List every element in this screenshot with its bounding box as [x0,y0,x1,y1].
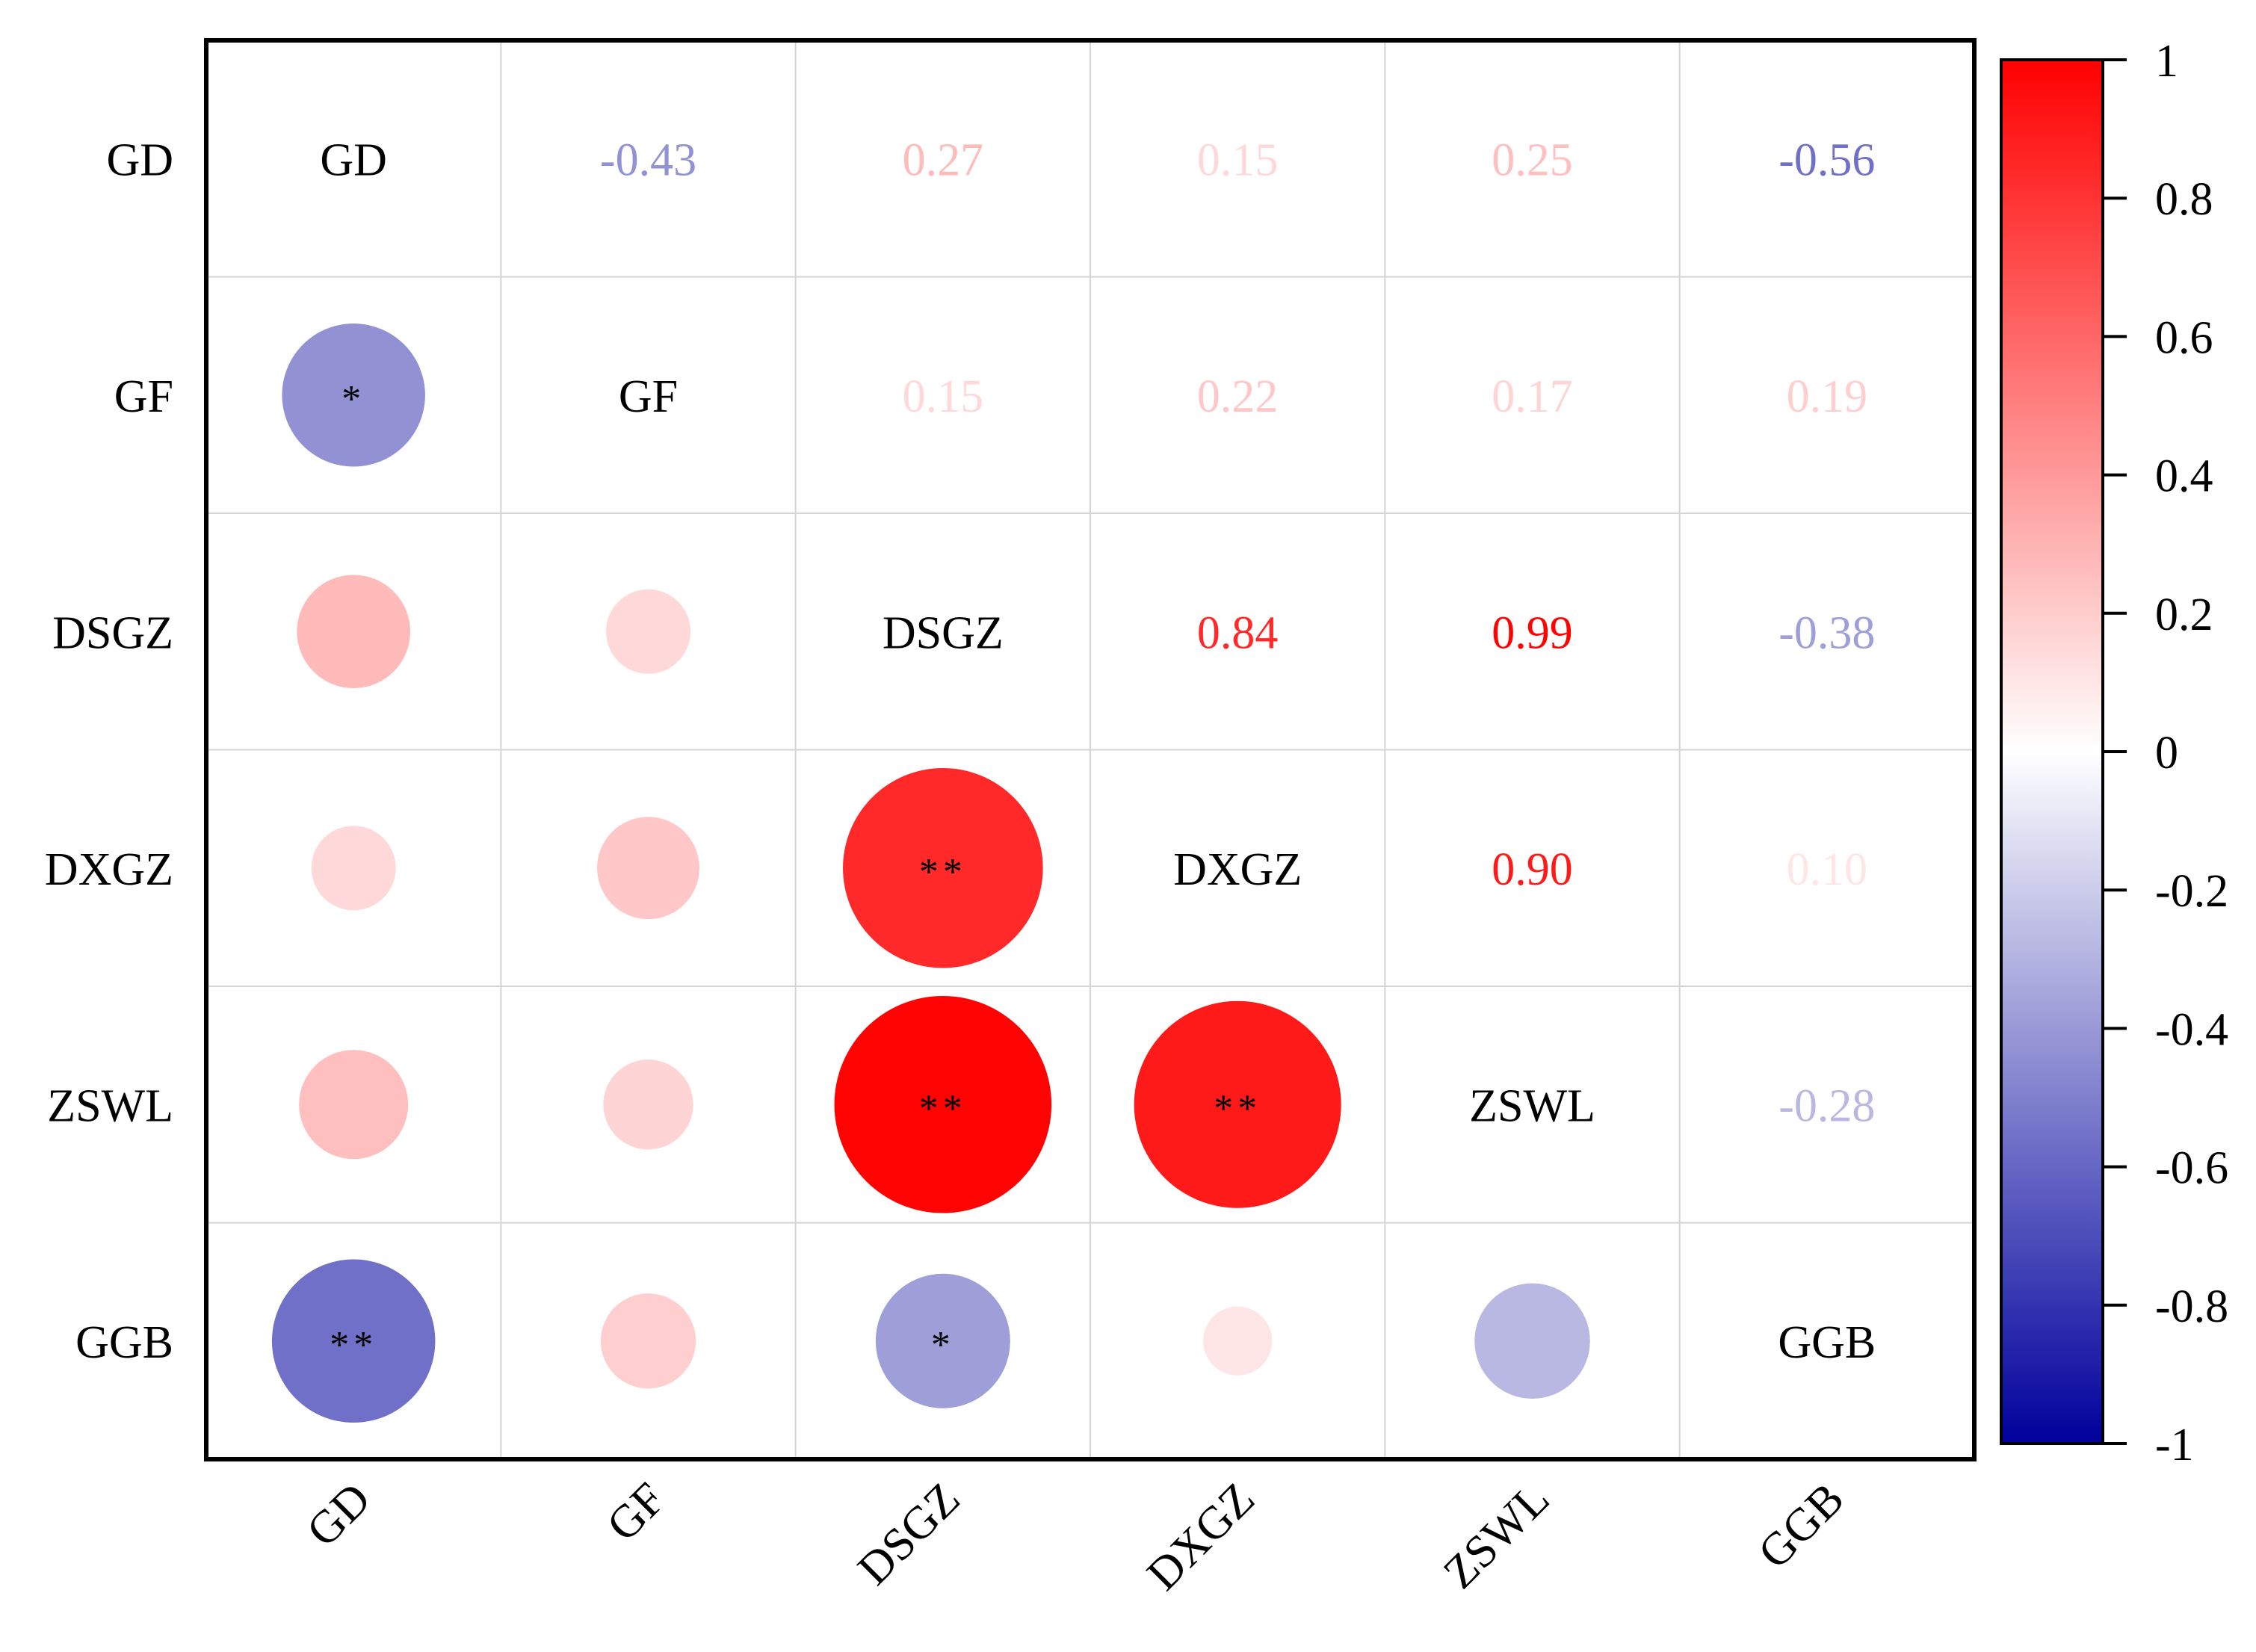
y-axis-label: ZSWL [47,1080,173,1131]
significance-marker: * [342,378,365,421]
correlation-circle [299,1050,409,1160]
coefficient-value: -0.56 [1778,134,1875,185]
correlation-circle [843,767,1043,968]
colorbar-tick-label: 1 [2155,36,2178,87]
colorbar-gradient [2000,58,2104,1445]
correlation-circle [605,589,691,674]
diagonal-label: ZSWL [1469,1080,1595,1131]
x-axis-label: DXGZ [1137,1473,1264,1600]
coefficient-value: 0.84 [1197,607,1279,658]
correlation-circle [597,817,699,920]
significance-marker: * [931,1324,955,1367]
correlation-circle [600,1293,696,1389]
coefficient-value: -0.28 [1778,1080,1875,1131]
coefficient-value: 0.19 [1787,371,1868,422]
correlation-circle [311,826,396,911]
colorbar-tick-label: 0.8 [2155,174,2213,225]
diagonal-label: GF [619,371,678,422]
coefficient-value: 0.25 [1492,134,1573,185]
x-axis-label: ZSWL [1434,1473,1559,1598]
diagonal-label: GD [320,134,387,185]
diagonal-label: DSGZ [883,607,1004,658]
x-axis-label: GD [297,1473,380,1556]
correlation-circle [282,324,425,467]
colorbar-tick-label: -1 [2155,1420,2194,1470]
coefficient-value: 0.10 [1787,844,1868,895]
correlation-circle [834,995,1052,1213]
coefficient-value: 0.90 [1492,844,1573,895]
diagonal-label: DXGZ [1173,844,1302,895]
significance-marker: ** [919,1087,967,1130]
grid-lines [204,38,1977,1461]
y-axis-label: GD [106,134,173,185]
significance-marker: ** [330,1324,377,1367]
y-axis-label: DXGZ [45,844,173,895]
colorbar: 1 0.8 0.6 0.4 0.2 0 -0.2 -0.4 -0.6 -0.8 -1 [2000,36,2228,1470]
correlation-circle [297,575,411,689]
correlation-circle [603,1059,693,1150]
x-axis-label: GF [597,1473,675,1551]
correlation-circle [271,1259,436,1423]
y-axis-label: GGB [75,1317,173,1368]
coefficient-value: -0.38 [1778,607,1875,658]
coefficient-value: 0.27 [903,134,984,185]
coefficient-value: -0.43 [600,134,696,185]
colorbar-tick-label: -0.2 [2155,866,2228,917]
significance-marker: ** [1214,1087,1261,1130]
matrix-cells: GD -0.43 0.27 0.15 0.25 -0.56 * GF 0.15 0.22 0.17 0… [271,134,1876,1423]
colorbar-tick-label: -0.8 [2155,1281,2228,1332]
correlation-circle [875,1273,1010,1408]
significance-marker: ** [919,851,967,894]
correlation-circle [1134,1000,1341,1208]
colorbar-tick-label: 0 [2155,728,2178,779]
coefficient-value: 0.15 [903,371,984,422]
coefficient-value: 0.99 [1492,607,1573,658]
plot-frame [204,38,1977,1461]
x-axis-label: DSGZ [848,1473,970,1595]
coefficient-value: 0.22 [1197,371,1279,422]
correlation-circle [1202,1306,1273,1376]
y-axis-label: GF [114,371,173,422]
colorbar-tick-label: 0.6 [2155,312,2213,363]
correlation-circle [1474,1283,1590,1399]
colorbar-tick-label: -0.6 [2155,1143,2228,1194]
x-axis-label: GGB [1749,1473,1854,1579]
y-axis-label: DSGZ [52,607,173,658]
coefficient-value: 0.15 [1197,134,1279,185]
colorbar-tick-label: -0.4 [2155,1004,2228,1055]
diagonal-label: GGB [1778,1317,1876,1368]
colorbar-tick-label: 0.4 [2155,451,2213,502]
coefficient-value: 0.17 [1492,371,1573,422]
colorbar-tick-label: 0.2 [2155,590,2213,640]
